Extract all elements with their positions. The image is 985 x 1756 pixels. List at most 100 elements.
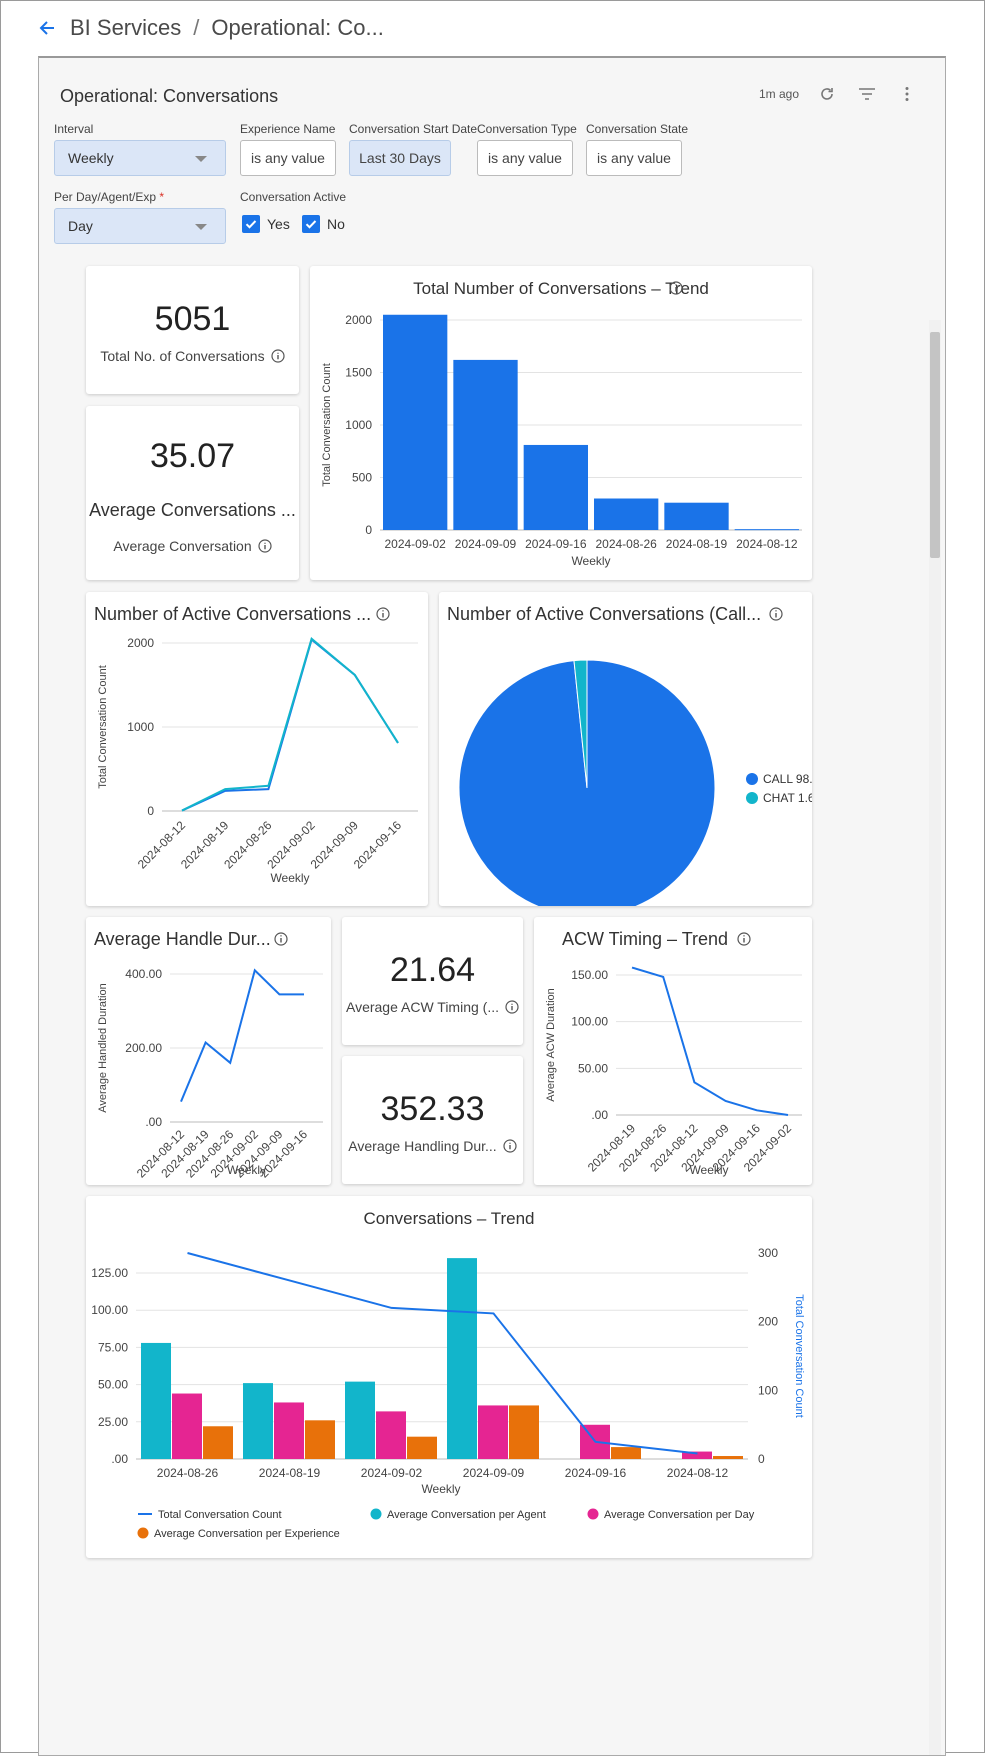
bar-2 [611,1447,641,1459]
y-right-tick-label: 100 [758,1383,778,1397]
bar-1 [274,1402,304,1459]
experience-name-filter[interactable]: is any value [240,140,336,176]
info-icon [769,607,783,621]
kpi-total-label-row: Total No. of Conversations [86,348,299,366]
legend-label: CALL 98.38% [763,772,812,786]
x-tick-label: 2024-09-09 [463,1466,525,1480]
conversations-trend-card: Conversations – Trend .00 25.00 50.00 75.00 1… [86,1196,812,1558]
series-line [631,966,789,1116]
kpi-acw-value: 21.64 [389,951,476,989]
bar [664,502,729,530]
breadcrumb-current: Operational: Co... [211,15,384,40]
legend-dot [137,1527,149,1539]
total-trend-card: Total Number of Conversations – Trend 0 50… [310,266,812,580]
info-icon[interactable] [258,539,272,556]
legend-label: CHAT 1.62% [763,791,812,805]
active-no-checkbox[interactable]: No [302,215,345,233]
refresh-time: 1m ago [758,87,799,101]
legend-dot [746,773,758,785]
bar-2 [509,1405,539,1459]
y-tick-label: 2000 [127,636,154,650]
conv-type-filter[interactable]: is any value [477,140,573,176]
breadcrumb-root[interactable]: BI Services [70,15,182,40]
y-tick-label: 200.00 [125,1041,162,1055]
x-tick-label: 2024-09-02 [361,1466,423,1480]
info-icon [737,932,751,946]
info-icon[interactable] [505,1000,519,1017]
x-axis-label: Weekly [270,871,309,885]
x-tick-label: 2024-09-09 [455,537,517,551]
bar-1 [682,1451,712,1459]
y-right-tick-label: 300 [758,1246,778,1260]
info-icon[interactable] [270,349,285,366]
info-icon [669,281,683,295]
interval-label: Interval [54,122,94,136]
y-tick-label: .00 [145,1115,162,1129]
scrollbar[interactable] [929,320,941,1755]
per-value: Day [68,218,93,234]
y-tick-label: 50.00 [578,1061,608,1075]
bar [383,314,448,530]
bar [453,359,518,530]
active-label: Conversation Active [240,190,347,204]
start-date-label: Conversation Start Date [349,122,478,136]
dashboard-title: Operational: Conversations [60,86,279,106]
bar-1 [478,1405,508,1459]
bar-2 [713,1456,743,1459]
active-pie-chart: Number of Active Conversations (Call... C… [447,604,837,917]
start-date-filter[interactable]: Last 30 Days [349,140,451,176]
info-icon [376,607,390,621]
bar-0 [141,1342,171,1459]
kpi-acw-label: Average ACW Timing (... [345,999,499,1015]
x-tick-label: 2024-09-02 [384,537,446,551]
kpi-total-label: Total No. of Conversations [100,348,265,364]
experience-name-label: Experience Name [240,122,336,136]
per-select[interactable]: Day [54,208,226,244]
y-axis-label: Average ACW Duration [545,988,557,1102]
info-icon[interactable] [503,1139,517,1156]
conv-state-filter[interactable]: is any value [586,140,682,176]
x-tick-label: 2024-08-26 [595,537,657,551]
checkbox-checked-icon [302,215,320,233]
interval-value: Weekly [68,150,114,166]
active-yes-label: Yes [267,216,290,232]
legend-label: Average Conversation per Day [604,1509,755,1521]
bar [594,498,659,530]
y-tick-label: 2000 [345,313,372,327]
active-pie-card: Number of Active Conversations (Call... C… [439,592,837,917]
pie-slice-chat [573,659,588,789]
scrollbar-thumb[interactable] [930,332,940,558]
kpi-average-label-row: Average Conversation [86,538,299,556]
x-axis-label: Weekly [227,1163,266,1177]
more-vert-icon[interactable] [895,82,919,106]
x-axis-label: Weekly [689,1163,728,1177]
interval-select[interactable]: Weekly [54,140,226,176]
chart-title: Conversations – Trend [363,1209,534,1228]
back-arrow-icon[interactable] [34,15,60,41]
legend-dot [370,1508,382,1520]
bar-2 [305,1420,335,1459]
bar-1 [172,1393,202,1459]
x-tick-label: 2024-08-19 [666,537,728,551]
active-yes-checkbox[interactable]: Yes [242,215,290,233]
y-right-tick-label: 0 [758,1452,765,1466]
conv-type-label: Conversation Type [477,122,577,136]
required-mark: * [159,190,165,204]
kpi-average-value: 35.07 [149,437,236,475]
filter-icon[interactable] [855,82,879,106]
caret-down-icon [195,224,207,230]
bar [734,529,799,531]
legend-label: Total Conversation Count [158,1509,282,1521]
chart-title: Total Number of Conversations – Trend [413,279,709,298]
kpi-handling-label: Average Handling Dur... [348,1138,497,1154]
y-tick-label: 50.00 [98,1378,128,1392]
y-tick-label: 150.00 [571,968,608,982]
y-axis-label: Total Conversation Count [97,665,109,789]
x-tick-label: 2024-08-12 [736,537,798,551]
top-bar: BI Services / Operational: Co... [0,0,985,56]
conversations-trend-chart: Conversations – Trend .00 25.00 50.00 75.00 1… [91,1209,805,1540]
kpi-handling-value: 352.33 [380,1090,485,1128]
chart-title: Number of Active Conversations (Call... [447,604,761,624]
refresh-icon[interactable] [815,82,839,106]
dashboard-toolbar: 1m ago [759,82,919,106]
